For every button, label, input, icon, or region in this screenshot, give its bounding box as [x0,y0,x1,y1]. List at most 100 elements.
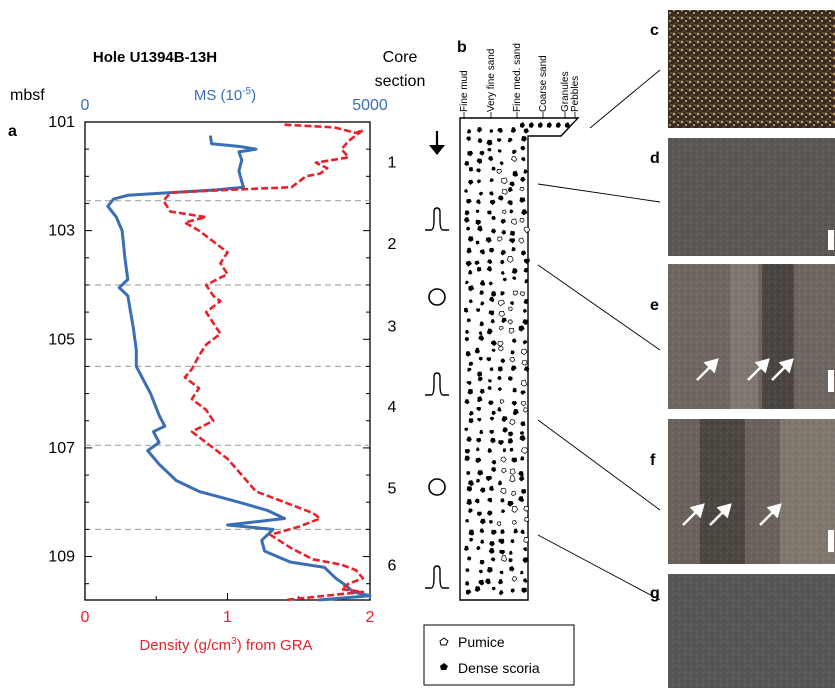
ms-tick-label: 5000 [352,97,388,114]
scoria-clast [490,319,495,324]
scoria-clast [498,590,504,596]
scoria-clast [478,569,483,574]
section-number: 5 [388,480,397,497]
scoria-clast [489,199,496,206]
scoria-clast [464,189,468,193]
scoria-clast [507,438,514,444]
scoria-clast [466,498,472,506]
scoria-clast [480,539,485,544]
scoria-clast [466,226,471,231]
scoria-clast [513,528,518,534]
scoria-clast [520,390,526,395]
scoria-clast [466,486,473,492]
scoria-clast [523,169,528,174]
panel-label-d: d [650,150,660,167]
pumice-clast [501,188,508,195]
scoria-clast [487,497,493,503]
scoria-clast [522,308,528,314]
scoria-clast [469,537,474,542]
density-tick-label: 2 [366,609,375,626]
scoria-clast [509,566,515,572]
scoria-clast [478,356,483,361]
scoria-clast [487,386,492,391]
scoria-clast [488,400,494,406]
scoria-clast [520,421,526,427]
section-number: 4 [388,399,397,416]
scoria-clast [475,219,481,226]
scoria-clast [501,271,505,275]
scoria-clast [477,376,483,382]
scoria-clast [520,570,524,575]
scoria-clast [464,455,470,462]
scoria-clast [487,259,493,265]
section-numbers: 1 2 3 4 5 6 [388,154,397,574]
scoria-clast [518,496,524,503]
scoria-clast [468,529,475,536]
scoria-clast [508,550,513,555]
scoria-clast [465,589,472,595]
ms-ticks: 0 5000 [81,97,388,128]
scoria-clast [518,476,525,482]
scoria-clast [499,549,505,555]
pumice-clast [508,306,513,312]
scoria-clast [463,217,470,223]
scoria-clast [476,267,482,272]
scoria-clast [489,129,494,133]
scoria-clast [500,218,506,224]
scoria-clast [468,270,473,275]
scoria-clast [507,137,513,143]
scoria-clast [489,296,495,303]
scoria-clast [466,556,472,561]
normal-grading-icon [425,372,449,396]
pumice-clast [519,291,526,297]
scoria-clast [491,460,497,465]
scoria-clast [469,410,474,416]
scoria-clast [488,520,493,524]
scoria-clast [510,350,515,355]
scoria-clast [512,338,517,344]
scoria-clast [467,388,473,395]
scoria-clast [464,160,469,166]
scoria-clast [476,168,481,173]
scoria-clast [565,122,570,128]
legend: Pumice Dense scoria [423,624,575,686]
scoria-clast [507,501,514,507]
scoria-clast [512,408,519,416]
scoria-clast [521,136,527,142]
scoria-clast [465,260,472,267]
scoria-clast [511,268,518,274]
scoria-clast [497,387,502,392]
scoria-clast [523,128,529,134]
pumice-clast [519,217,525,223]
scoria-clast [507,200,513,206]
scoria-clast [523,299,529,305]
photo-e: e [650,264,835,409]
scoria-clast [518,471,524,477]
scoria-clast [478,191,484,196]
scoria-clast [497,195,504,201]
scoria-clast [467,236,474,242]
scoria-clast [489,541,495,547]
pumice-clast [497,236,503,242]
scoria-clast [464,210,470,216]
scoria-clast [464,280,469,285]
grain-size-label: Fine mud [459,70,470,112]
legend-pumice-label: Pumice [458,634,505,650]
pumice-clast [523,407,529,413]
scoria-clast [477,470,484,476]
photo-d: d [650,138,835,256]
top-axis-label: MS (10-5) [194,86,256,104]
scoria-clast [477,396,483,403]
scoria-clast [476,308,481,313]
pumice-clast [501,209,507,215]
scoria-clast [520,176,526,183]
scoria-clast [486,139,493,146]
ms-series-line [106,135,372,602]
scoria-clast [498,538,505,545]
scoria-clast [491,291,497,297]
section-number: 1 [388,154,397,171]
scoria-clast [465,581,470,586]
scoria-clast [522,557,529,564]
scoria-clast [510,127,517,133]
pumice-clast [510,218,517,225]
